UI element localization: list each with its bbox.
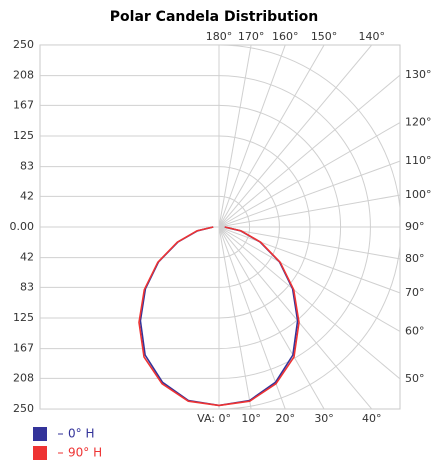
angle-tick-label: 120° (405, 115, 432, 128)
grid-line (218, 45, 325, 228)
grid-line (218, 226, 400, 380)
grid-line (218, 45, 252, 228)
angle-tick-label: 150° (311, 30, 338, 43)
grid-line (218, 45, 286, 228)
angle-tick-label: 20° (275, 412, 295, 425)
grid-line (218, 226, 400, 294)
chart-title: Polar Candela Distribution (110, 9, 318, 25)
r-tick-label: 125 (13, 311, 34, 324)
angle-tick-label: 110° (405, 154, 432, 167)
legend-label: 90° H (68, 446, 102, 460)
grid-line (218, 226, 286, 409)
r-tick-label: 167 (13, 98, 34, 111)
r-tick-label: 250 (13, 402, 34, 415)
grid-group (40, 45, 400, 409)
angle-tick-label: 160° (272, 30, 299, 43)
series-line (138, 226, 220, 407)
grid-line (218, 226, 252, 409)
angle-tick-label: 140° (358, 30, 385, 43)
angle-tick-label: VA: 0° (197, 412, 231, 425)
grid-line (218, 226, 400, 332)
angle-tick-label: 130° (405, 68, 432, 81)
angle-tick-label: 10° (241, 412, 261, 425)
series-line (218, 226, 300, 407)
series-line (218, 226, 299, 407)
grid-line (218, 160, 400, 228)
angle-tick-label: 30° (314, 412, 334, 425)
grid-line (218, 45, 373, 228)
grid-line (218, 226, 325, 409)
r-tick-label: 42 (20, 251, 34, 264)
grid-line (218, 194, 400, 228)
r-tick-label: 208 (13, 371, 34, 384)
grid-line (218, 226, 373, 409)
angle-tick-label: 70° (405, 286, 425, 299)
r-tick-label: 125 (13, 129, 34, 142)
grid-arc (218, 45, 400, 409)
angle-tick-label: 80° (405, 252, 425, 265)
r-tick-label: 83 (20, 280, 34, 293)
r-tick-label: 83 (20, 160, 34, 173)
r-tick-label: 250 (13, 38, 34, 51)
angle-tick-label: 180° (206, 30, 233, 43)
grid-line (218, 226, 400, 260)
r-tick-label: 167 (13, 342, 34, 355)
angle-tick-label: 60° (405, 325, 425, 338)
r-tick-label: 208 (13, 69, 34, 82)
r-tick-label: 0.00 (10, 220, 35, 233)
angle-tick-label: 170° (238, 30, 265, 43)
angle-tick-label: 90° (405, 220, 425, 233)
legend-swatch (33, 446, 47, 460)
grid-line (218, 74, 400, 228)
angle-tick-label: 100° (405, 188, 432, 201)
r-tick-label: 42 (20, 189, 34, 202)
legend-label: 0° H (68, 427, 94, 441)
angle-tick-label: 50° (405, 372, 425, 385)
grid-line (218, 122, 400, 228)
legend-swatch (33, 427, 47, 441)
angle-tick-label: 40° (362, 412, 382, 425)
